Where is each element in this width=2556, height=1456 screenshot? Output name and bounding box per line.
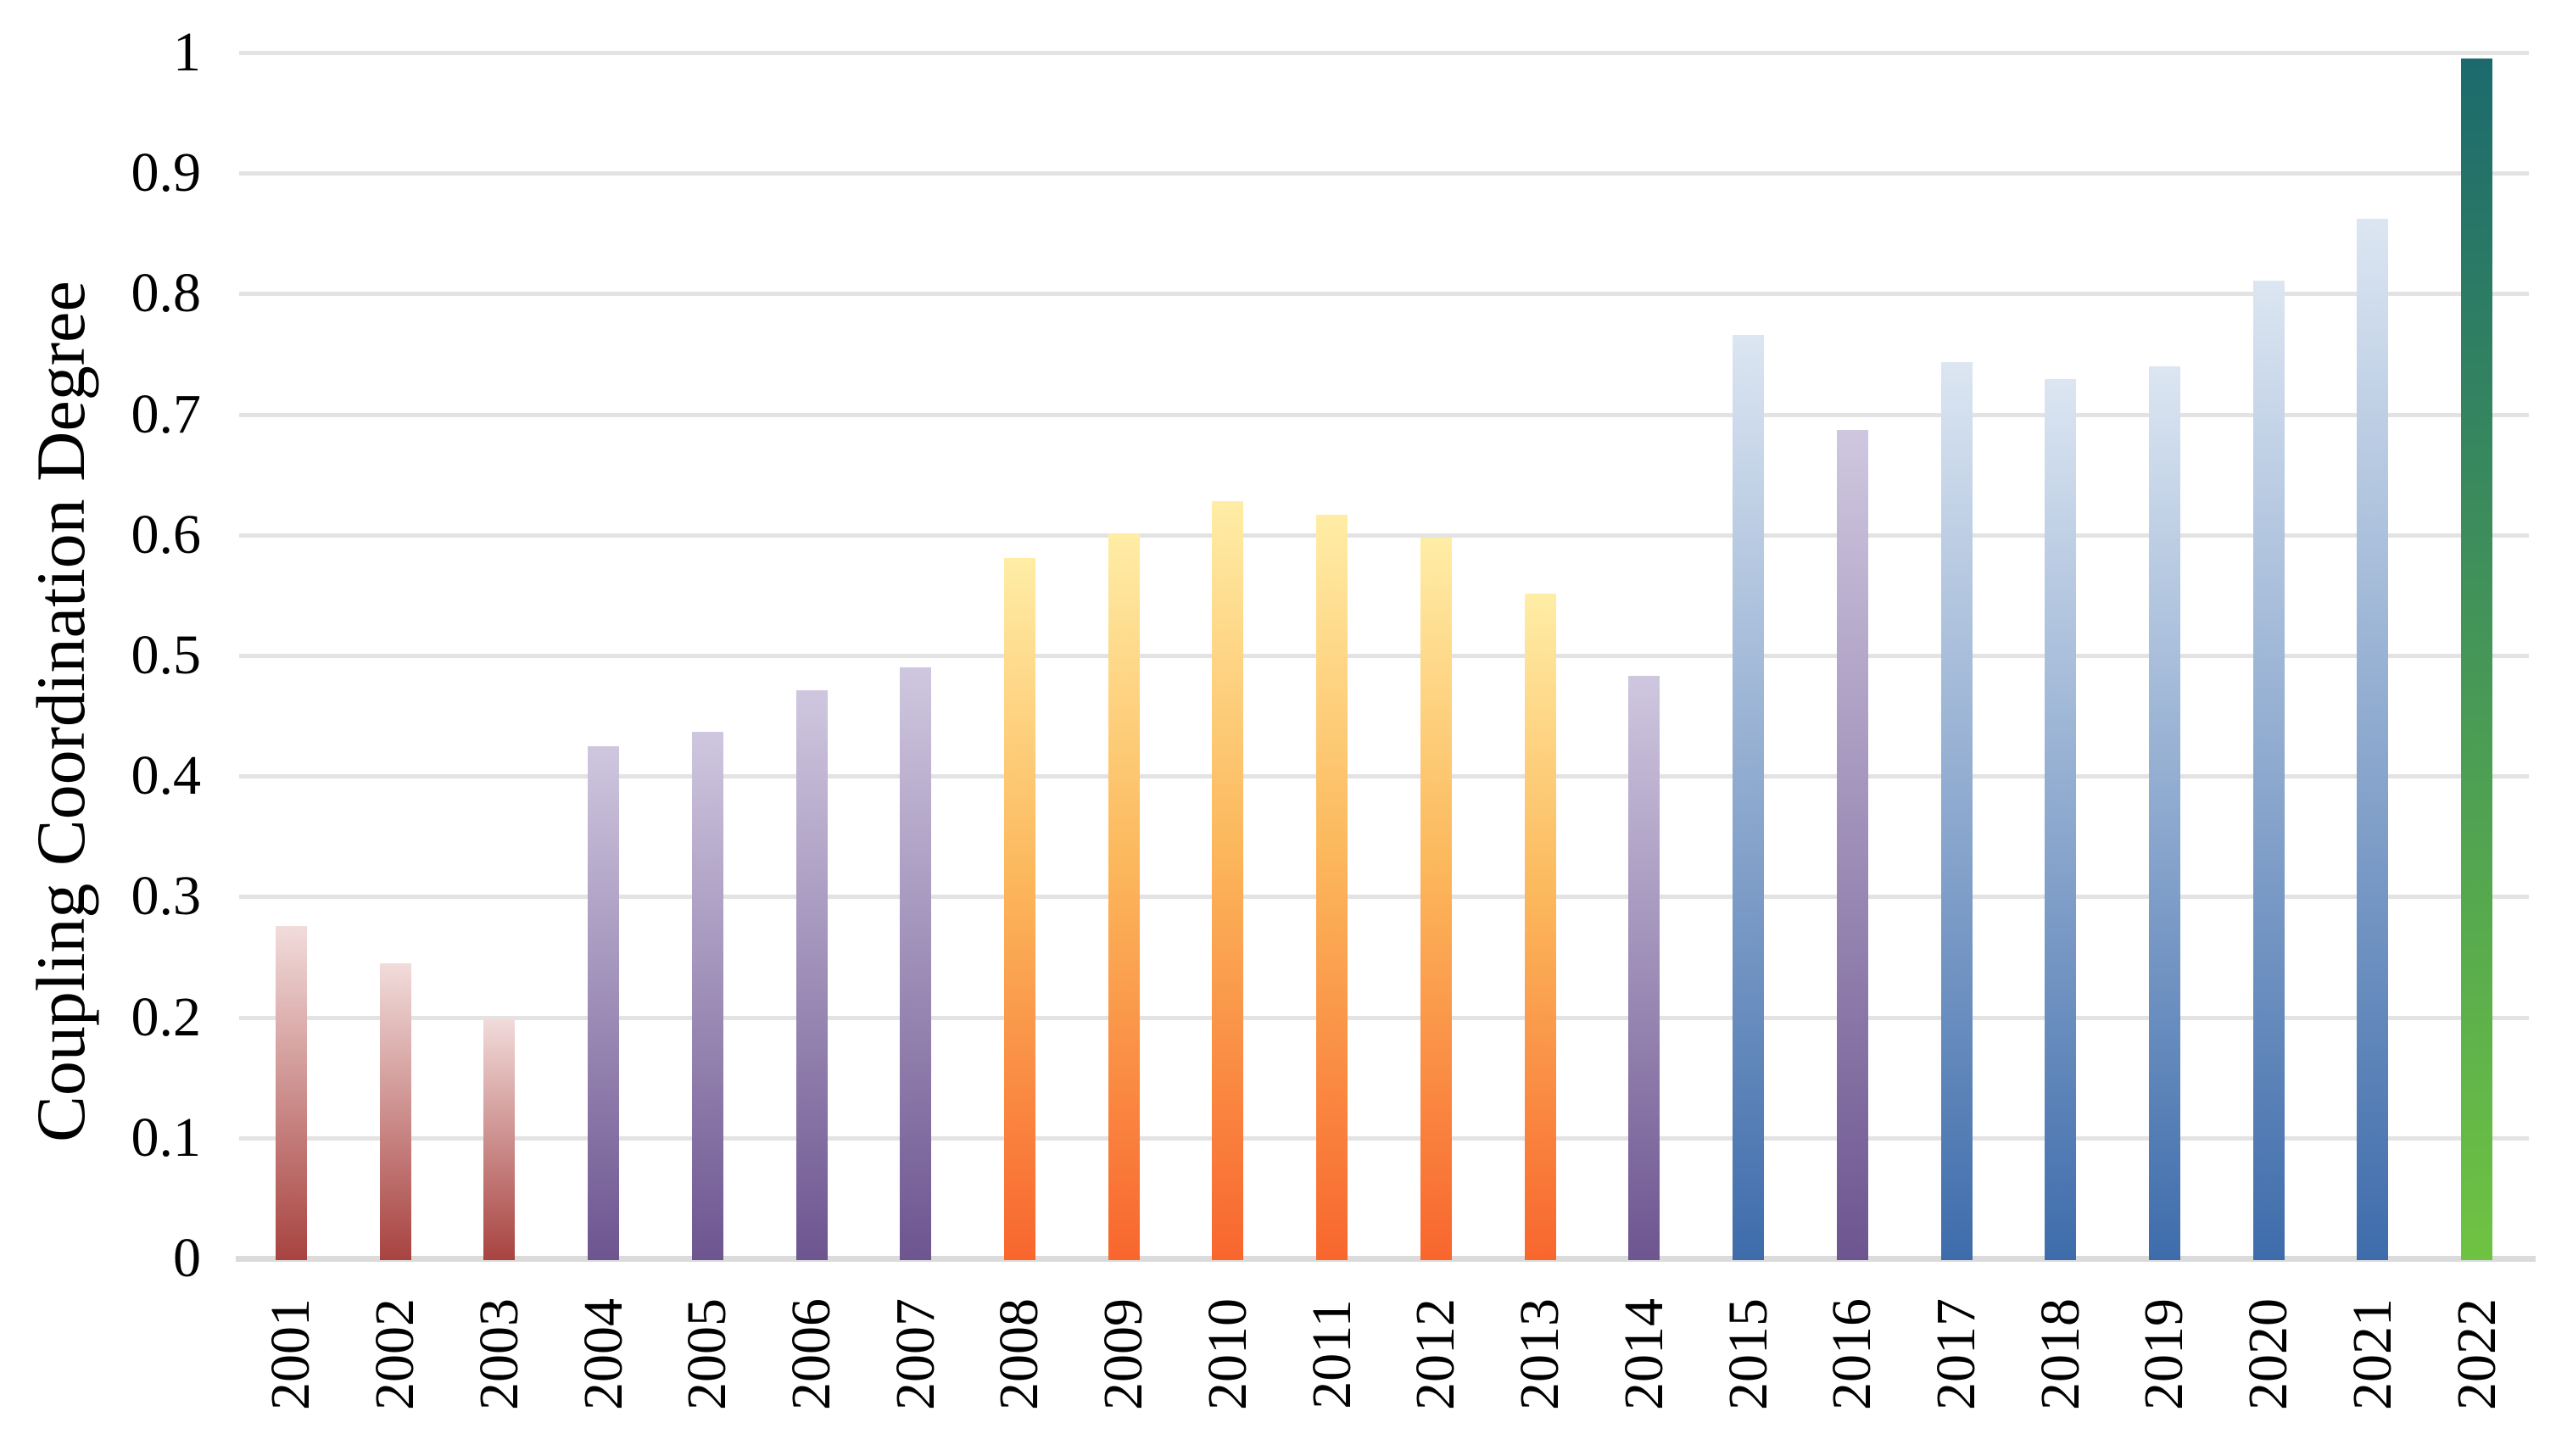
x-tick-label-2022: 2022 — [2445, 1298, 2508, 1410]
x-tick-label-2021: 2021 — [2341, 1298, 2403, 1410]
y-tick-label: 0.1 — [131, 1106, 202, 1169]
bar-2014 — [1628, 676, 1660, 1260]
gridline — [239, 774, 2529, 779]
gridline — [239, 1015, 2529, 1020]
y-tick-label: 0 — [173, 1227, 201, 1289]
bar-2003 — [483, 1018, 516, 1260]
x-tick-label-2004: 2004 — [572, 1298, 634, 1410]
x-tick-label-2005: 2005 — [676, 1298, 739, 1410]
y-tick-label: 1 — [173, 21, 201, 83]
bar-2010 — [1212, 500, 1244, 1260]
bar-2013 — [1524, 594, 1556, 1260]
y-tick-label: 0.6 — [131, 503, 202, 566]
bar-2012 — [1420, 537, 1452, 1260]
gridline — [239, 171, 2529, 176]
y-tick-label: 0.8 — [131, 262, 202, 325]
x-tick-label-2020: 2020 — [2237, 1298, 2300, 1410]
x-tick-label-2006: 2006 — [780, 1298, 842, 1410]
bar-2005 — [691, 731, 723, 1260]
gridline — [239, 533, 2529, 538]
bar-2006 — [795, 690, 828, 1260]
bar-2004 — [588, 745, 620, 1260]
gridline — [239, 1135, 2529, 1141]
gridline — [239, 292, 2529, 297]
y-axis-title: Coupling Coordination Degree — [22, 281, 99, 1142]
bar-2021 — [2357, 219, 2389, 1260]
bar-2001 — [275, 925, 307, 1260]
x-tick-label-2011: 2011 — [1300, 1299, 1363, 1409]
x-tick-label-2014: 2014 — [1612, 1298, 1675, 1410]
x-tick-label-2012: 2012 — [1404, 1298, 1467, 1410]
gridline — [239, 412, 2529, 417]
x-tick-label-2015: 2015 — [1716, 1298, 1779, 1410]
y-tick-label: 0.7 — [131, 382, 202, 445]
x-tick-label-2009: 2009 — [1092, 1298, 1155, 1410]
gridline — [239, 654, 2529, 658]
bar-2002 — [379, 962, 411, 1260]
bar-2018 — [2045, 379, 2077, 1260]
bar-2015 — [1733, 334, 1765, 1260]
x-tick-label-2018: 2018 — [2029, 1298, 2091, 1410]
x-tick-label-2017: 2017 — [1925, 1298, 1987, 1410]
x-tick-label-2019: 2019 — [2133, 1298, 2196, 1410]
y-tick-label: 0.5 — [131, 624, 202, 686]
x-tick-label-2013: 2013 — [1509, 1298, 1571, 1410]
x-tick-label-2016: 2016 — [1821, 1298, 1884, 1410]
bar-2009 — [1108, 533, 1140, 1260]
bar-2022 — [2461, 59, 2493, 1260]
x-axis-line — [236, 1256, 2536, 1262]
x-tick-label-2001: 2001 — [260, 1298, 322, 1410]
bar-2019 — [2148, 365, 2180, 1260]
y-tick-label: 0.3 — [131, 865, 202, 928]
bar-2020 — [2252, 280, 2285, 1260]
bar-2008 — [1003, 557, 1035, 1260]
y-tick-label: 0.9 — [131, 142, 202, 204]
y-tick-label: 0.4 — [131, 745, 202, 807]
x-tick-label-2008: 2008 — [988, 1298, 1051, 1410]
gridline — [239, 51, 2529, 55]
gridline — [239, 895, 2529, 900]
x-tick-label-2003: 2003 — [467, 1298, 530, 1410]
bar-2007 — [900, 667, 932, 1260]
x-tick-label-2002: 2002 — [364, 1298, 427, 1410]
bar-2011 — [1316, 514, 1348, 1260]
bar-2016 — [1836, 430, 1868, 1260]
x-tick-label-2010: 2010 — [1196, 1298, 1258, 1410]
bar-2017 — [1940, 362, 1973, 1260]
y-tick-label: 0.2 — [131, 985, 202, 1048]
x-tick-label-2007: 2007 — [884, 1298, 946, 1410]
